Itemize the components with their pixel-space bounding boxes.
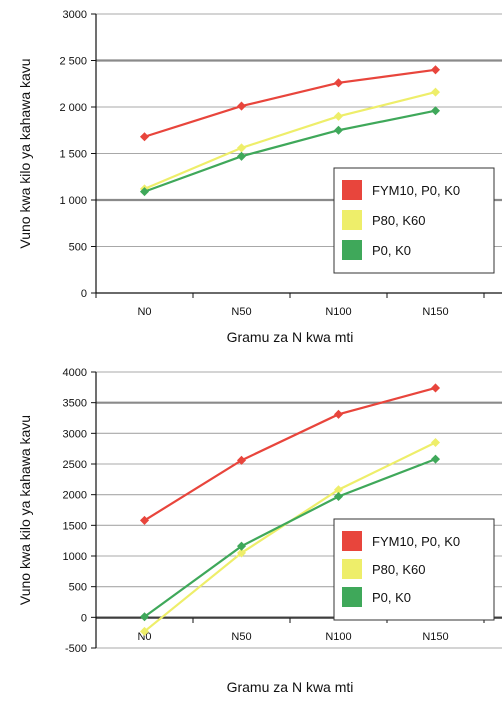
legend-swatch [342, 180, 362, 200]
series-line [143, 458, 436, 618]
x-tick-label: N50 [231, 306, 251, 318]
y-tick-label: 1 500 [59, 149, 87, 161]
chart-top-svg: 0 500 1 000 1 500 2 000 2 500 3000 N0 N50 N100 N15… [17, 9, 502, 345]
legend: FYM10, P0, K0 P80, K60 P0, K0 [333, 518, 495, 621]
data-point [430, 87, 441, 97]
y-axis-title: Vuno kwa kilo ya kahawa kavu [17, 415, 33, 605]
series-line [144, 68, 436, 138]
data-point [430, 383, 441, 393]
x-axis-title: Gramu za N kwa mti [227, 679, 354, 695]
y-tick-label: 3500 [63, 398, 87, 410]
legend-swatch [342, 531, 362, 551]
legend-swatch [342, 559, 362, 579]
legend: FYM10, P0, K0 P80, K60 P0, K0 [333, 167, 495, 274]
y-tick-label: 3000 [63, 428, 87, 440]
y-tick-label: 0 [81, 288, 87, 300]
legend-label: P0, K0 [372, 243, 411, 258]
legend-swatch [342, 240, 362, 260]
data-point [333, 111, 344, 121]
legend-label: P0, K0 [372, 590, 411, 605]
legend-label: FYM10, P0, K0 [372, 183, 460, 198]
legend-swatch [342, 210, 362, 230]
x-tick-label: N0 [137, 306, 151, 318]
data-point [236, 541, 247, 551]
data-point [430, 65, 441, 75]
y-axis-title: Vuno kwa kilo ya kahawa kavu [17, 58, 33, 248]
y-tick-label: 0 [81, 612, 87, 624]
data-point [430, 438, 441, 448]
x-tick-label: N100 [325, 306, 351, 318]
y-tick-label: 3000 [63, 9, 87, 21]
chart-top: 0 500 1 000 1 500 2 000 2 500 3000 N0 N50 N100 N15… [17, 9, 502, 345]
data-point [236, 101, 247, 111]
y-tick-label: 1000 [63, 551, 87, 563]
y-tick-label: -500 [65, 643, 87, 655]
x-tick-label: N100 [325, 631, 351, 643]
y-tick-label: 2 000 [59, 102, 87, 114]
x-tick-label: N0 [137, 631, 151, 643]
chart-bottom: -500 0 500 1000 1500 2000 2500 3000 3500 4000 N0 N5… [0, 352, 502, 703]
data-point [139, 132, 150, 142]
y-tick-label: 500 [69, 582, 87, 594]
data-point [333, 78, 344, 88]
y-tick-label: 500 [69, 242, 87, 254]
series-line [143, 386, 436, 522]
y-tick-label: 1500 [63, 520, 87, 532]
data-point [236, 151, 247, 161]
data-point [430, 454, 441, 464]
data-point [333, 125, 344, 135]
series-line [144, 91, 436, 190]
data-point [333, 409, 344, 419]
data-point [139, 515, 150, 525]
legend-swatch [342, 587, 362, 607]
data-point [333, 491, 344, 502]
data-point [430, 106, 441, 116]
y-tick-label: 2 500 [59, 56, 87, 68]
y-tick-label: 4000 [63, 367, 87, 379]
series-line [144, 109, 436, 193]
y-tick-label: 2000 [63, 490, 87, 502]
x-axis-title: Gramu za N kwa mti [227, 329, 354, 345]
data-point [139, 612, 150, 622]
legend-label: P80, K60 [372, 213, 426, 228]
x-tick-label: N50 [231, 631, 251, 643]
legend-label: P80, K60 [372, 562, 426, 577]
x-tick-label: N150 [422, 306, 448, 318]
y-tick-label: 1 000 [59, 195, 87, 207]
y-tick-label: 2500 [63, 459, 87, 471]
chart-bottom-svg: -500 0 500 1000 1500 2000 2500 3000 3500 4000 N0 N5… [17, 367, 502, 695]
x-tick-label: N150 [422, 631, 448, 643]
data-point [236, 143, 247, 153]
legend-label: FYM10, P0, K0 [372, 534, 460, 549]
